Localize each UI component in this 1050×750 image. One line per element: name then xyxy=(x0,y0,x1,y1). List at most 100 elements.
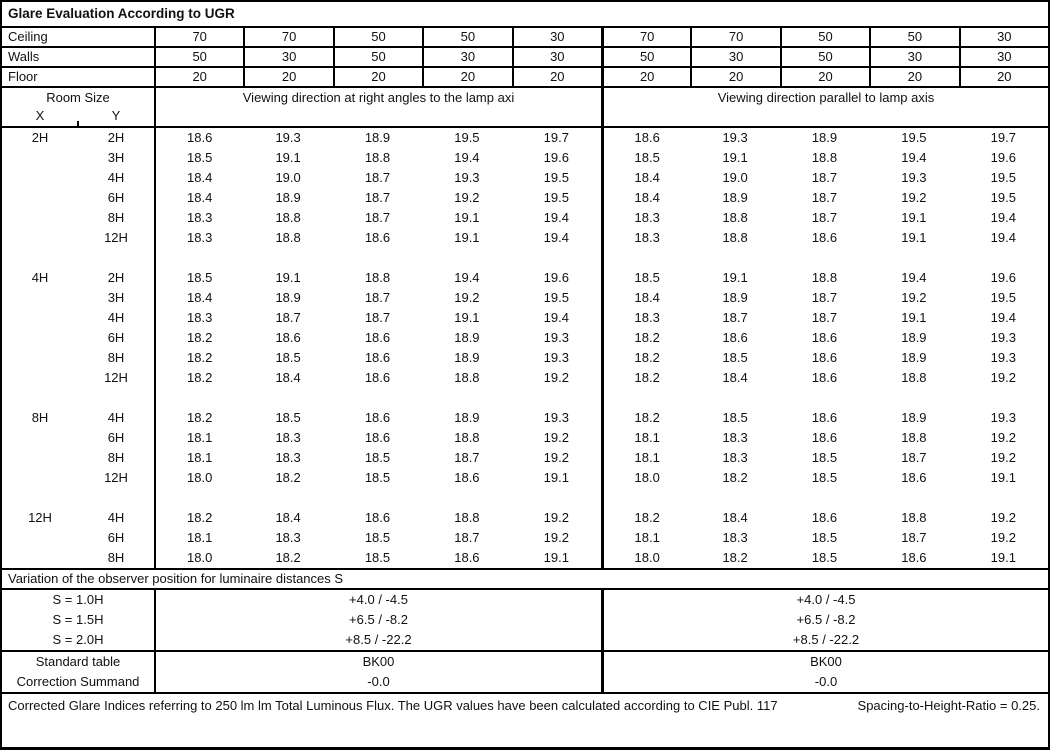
ugr-value: 18.3 xyxy=(275,450,301,465)
spacer-row xyxy=(2,388,1048,408)
ugr-value: 18.8 xyxy=(901,430,927,445)
ugr-value: 18.7 xyxy=(811,170,838,185)
ugr-value: 19.2 xyxy=(543,430,569,445)
room-y-label: 6H xyxy=(107,190,125,205)
ugr-value: 18.4 xyxy=(722,370,748,385)
room-y-label: 2H xyxy=(107,270,125,285)
room-y-label: 8H xyxy=(107,350,125,365)
ugr-value: 19.6 xyxy=(990,270,1016,285)
ugr-value: 19.4 xyxy=(990,210,1016,225)
ugr-value: 18.8 xyxy=(454,430,480,445)
room-x-label: 2H xyxy=(31,130,49,145)
ugr-value: 18.9 xyxy=(364,130,391,145)
surface-value: 30 xyxy=(958,48,1048,66)
ugr-value: 18.8 xyxy=(901,510,927,525)
ugr-row: 8H 18.0 18.2 18.5 18.6 19.1 18.0 18.2 18.5 18.6 19… xyxy=(2,548,1048,568)
surface-value: 20 xyxy=(958,68,1048,86)
ugr-value: 18.5 xyxy=(275,410,301,425)
ugr-value: 19.3 xyxy=(543,330,569,345)
ugr-value: 19.2 xyxy=(543,370,569,385)
ugr-value: 18.2 xyxy=(601,408,690,428)
surface-value: 30 xyxy=(422,48,511,66)
ugr-value: 18.7 xyxy=(275,310,301,325)
ugr-value: 18.2 xyxy=(154,508,243,528)
ugr-value: 18.0 xyxy=(601,548,690,568)
s-distance-row: S = 2.0H +8.5 / -22.2 +8.5 / -22.2 xyxy=(2,630,1048,650)
standard-table-label: Standard table xyxy=(35,654,121,669)
ugr-row: 12H 18.2 18.4 18.6 18.8 19.2 18.2 18.4 18.6 18.8 1… xyxy=(2,368,1048,388)
ugr-value: 18.3 xyxy=(601,208,690,228)
s-variation-right: +8.5 / -22.2 xyxy=(601,630,1048,650)
ugr-value: 18.6 xyxy=(811,230,838,245)
s-distance-label: S = 1.5H xyxy=(52,612,104,627)
ugr-value xyxy=(780,388,869,408)
ugr-value xyxy=(243,248,332,268)
ugr-value: 18.6 xyxy=(364,410,391,425)
s-variation-left: +6.5 / -8.2 xyxy=(154,610,601,630)
ugr-value: 18.6 xyxy=(154,128,243,148)
room-x-label xyxy=(2,248,78,268)
ugr-value: 19.2 xyxy=(990,510,1016,525)
ugr-value xyxy=(601,248,690,268)
ugr-value: 18.9 xyxy=(901,350,927,365)
ugr-value: 18.9 xyxy=(901,410,927,425)
footer-note: Corrected Glare Indices referring to 250… xyxy=(2,694,1048,714)
ugr-value: 19.3 xyxy=(454,170,480,185)
room-x-label xyxy=(2,428,78,448)
ugr-value: 18.6 xyxy=(364,370,391,385)
ugr-value: 19.6 xyxy=(543,150,569,165)
surface-row: Floor 20 20 20 20 20 20 20 20 20 20 xyxy=(2,68,1048,88)
ugr-row: 6H 18.2 18.6 18.6 18.9 19.3 18.2 18.6 18.6 18.9 19… xyxy=(2,328,1048,348)
ugr-value: 19.2 xyxy=(454,290,480,305)
ugr-value: 18.6 xyxy=(901,470,927,485)
surface-value: 20 xyxy=(690,68,779,86)
room-x-label xyxy=(2,148,78,168)
room-y-label xyxy=(78,248,154,268)
ugr-value: 18.9 xyxy=(722,290,748,305)
room-x-label xyxy=(2,168,78,188)
ugr-value: 18.4 xyxy=(154,288,243,308)
ugr-value: 19.3 xyxy=(722,130,748,145)
ugr-row: 8H 18.2 18.5 18.6 18.9 19.3 18.2 18.5 18.6 18.9 19… xyxy=(2,348,1048,368)
ugr-value: 18.7 xyxy=(722,310,748,325)
ugr-value: 19.4 xyxy=(454,150,480,165)
ugr-value: 18.6 xyxy=(275,330,301,345)
ugr-value: 18.9 xyxy=(454,410,480,425)
ugr-value xyxy=(422,388,511,408)
variation-label: Variation of the observer position for l… xyxy=(8,571,344,586)
ugr-value: 18.6 xyxy=(364,430,391,445)
ugr-value: 19.6 xyxy=(990,150,1016,165)
ugr-value: 19.1 xyxy=(454,310,480,325)
ugr-value: 18.5 xyxy=(364,450,391,465)
ugr-value: 18.3 xyxy=(154,228,243,248)
ugr-value: 18.5 xyxy=(154,268,243,288)
surface-row: Ceiling 70 70 50 50 30 70 70 50 50 30 xyxy=(2,28,1048,48)
room-y-label: 6H xyxy=(107,430,125,445)
ugr-value: 18.6 xyxy=(811,410,838,425)
standard-table-value-left: BK00 xyxy=(154,652,601,672)
page-title: Glare Evaluation According to UGR xyxy=(2,2,1048,28)
ugr-value: 18.3 xyxy=(722,530,748,545)
ugr-value: 18.0 xyxy=(154,548,243,568)
room-y-label: 4H xyxy=(107,410,125,425)
meta-rows: Standard table BK00 BK00 Correction Summ… xyxy=(2,652,1048,694)
ugr-row: 8H 18.1 18.3 18.5 18.7 19.2 18.1 18.3 18.5 18.7 19… xyxy=(2,448,1048,468)
s-variation-right: +4.0 / -4.5 xyxy=(601,590,1048,610)
ugr-value: 18.2 xyxy=(154,368,243,388)
spacer-row xyxy=(2,248,1048,268)
ugr-value: 18.7 xyxy=(901,450,927,465)
s-distance-row: S = 1.0H +4.0 / -4.5 +4.0 / -4.5 xyxy=(2,590,1048,610)
room-x-label xyxy=(2,208,78,228)
viewing-direction-left-header: Viewing direction at right angles to the… xyxy=(154,88,601,126)
footer-note-text: Corrected Glare Indices referring to 250… xyxy=(8,698,778,713)
room-size-header: Room Size X Y xyxy=(2,88,154,126)
ugr-value: 19.1 xyxy=(275,270,301,285)
ugr-value: 19.3 xyxy=(275,130,301,145)
ugr-value xyxy=(690,488,779,508)
ugr-value: 18.0 xyxy=(154,468,243,488)
correction-summand-value-left: -0.0 xyxy=(154,672,601,692)
ugr-value: 18.2 xyxy=(601,328,690,348)
ugr-value: 19.1 xyxy=(901,230,927,245)
ugr-value: 18.1 xyxy=(154,448,243,468)
surface-value: 50 xyxy=(422,28,511,46)
